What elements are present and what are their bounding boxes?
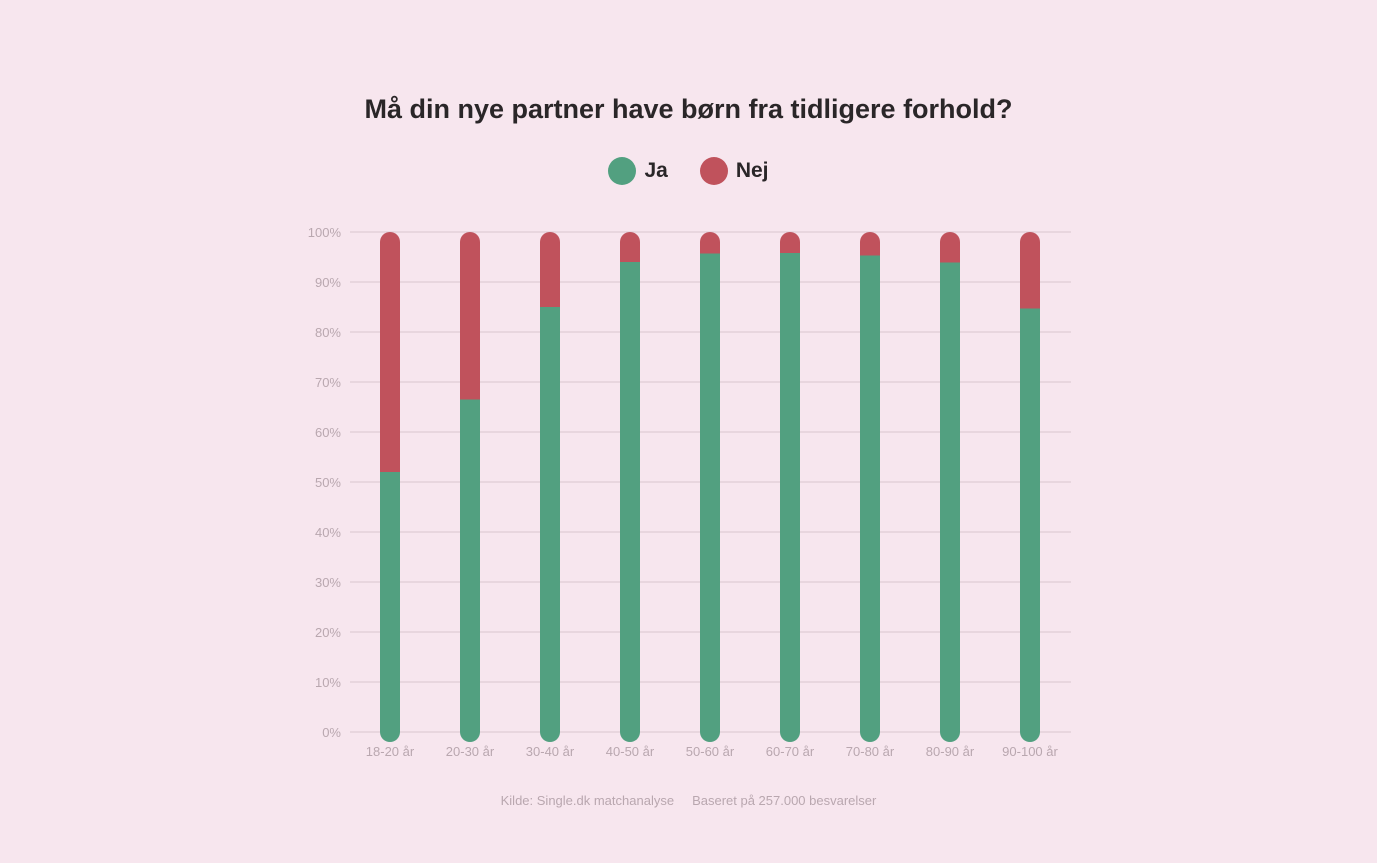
chart-title: Må din nye partner have børn fra tidlige… [364, 94, 1013, 124]
y-tick-label: 60% [315, 425, 341, 440]
chart-footer: Kilde: Single.dk matchanalyse Baseret på… [0, 793, 1377, 808]
legend-item-ja: Ja [608, 157, 668, 185]
bar-segment-ja [700, 253, 720, 742]
bar-segment-ja [540, 307, 560, 742]
legend-swatch-nej [699, 157, 728, 185]
x-tick-label: 70-80 år [846, 744, 895, 759]
bar-segment-ja [780, 253, 800, 742]
x-tick-label: 60-70 år [766, 744, 815, 759]
bar-segment-nej [860, 232, 880, 256]
x-tick-label: 80-90 år [926, 744, 975, 759]
y-tick-label: 90% [315, 275, 341, 290]
bar-segment-nej [620, 232, 640, 262]
bar-segment-ja [1020, 308, 1040, 742]
y-tick-label: 0% [322, 725, 341, 740]
x-tick-label: 18-20 år [366, 744, 415, 759]
bar-segment-ja [460, 399, 480, 742]
bar-stack [700, 232, 720, 742]
bar-segment-ja [940, 262, 960, 742]
bar-segment-nej [780, 232, 800, 253]
bar-segment-nej [460, 232, 480, 400]
x-tick-label: 90-100 år [1002, 744, 1058, 759]
bar-segment-ja [380, 472, 400, 742]
x-tick-label: 20-30 år [446, 744, 495, 759]
y-tick-label: 80% [315, 325, 341, 340]
bar-stack [460, 232, 480, 742]
legend-swatch-ja [608, 157, 637, 185]
sample-size-note: Baseret på 257.000 besvarelser [692, 793, 877, 808]
bar-segment-nej [700, 232, 720, 254]
bar-stack [940, 232, 960, 742]
bar-stack [380, 232, 400, 742]
bar-stack [620, 232, 640, 742]
y-tick-label: 100% [308, 225, 342, 240]
bar-stack [860, 232, 880, 742]
legend-label-ja: Ja [644, 159, 668, 182]
legend-item-nej: Nej [699, 157, 769, 185]
x-tick-label: 50-60 år [686, 744, 735, 759]
y-tick-label: 70% [315, 375, 341, 390]
y-tick-label: 10% [315, 675, 341, 690]
y-tick-label: 50% [315, 475, 341, 490]
y-tick-label: 30% [315, 575, 341, 590]
legend: Ja Nej [0, 157, 1377, 185]
bar-stack [1020, 232, 1040, 742]
bar-stack [540, 232, 560, 742]
source-note: Kilde: Single.dk matchanalyse [500, 793, 675, 808]
bar-segment-nej [380, 232, 400, 472]
x-tick-label: 30-40 år [526, 744, 575, 759]
bar-segment-ja [620, 262, 640, 742]
bar-segment-nej [1020, 232, 1040, 309]
bar-stack [780, 232, 800, 742]
bar-segment-nej [940, 232, 960, 263]
x-tick-label: 40-50 år [606, 744, 655, 759]
y-tick-label: 40% [315, 525, 341, 540]
y-tick-label: 20% [315, 625, 341, 640]
bar-segment-ja [860, 255, 880, 742]
bar-segment-nej [540, 232, 560, 307]
legend-label-nej: Nej [735, 159, 769, 182]
